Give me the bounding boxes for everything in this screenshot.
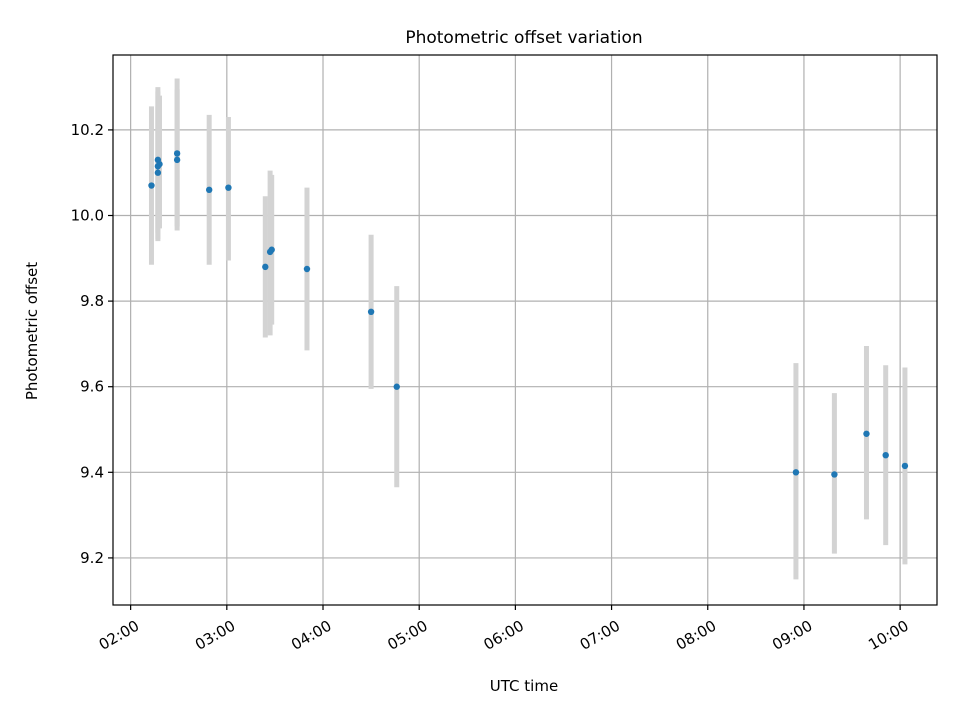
- y-tick-label: 9.8: [80, 292, 104, 310]
- data-point: [367, 308, 375, 316]
- y-tick-label: 9.2: [80, 549, 104, 567]
- data-point: [156, 160, 163, 168]
- data-point: [393, 383, 400, 390]
- data-point: [154, 169, 162, 176]
- plot-frame: [112, 54, 938, 606]
- data-point: [863, 430, 870, 437]
- data-point: [205, 186, 213, 194]
- y-axis-label: Photometric offset: [23, 262, 41, 400]
- data-point: [262, 263, 269, 271]
- data-point: [268, 246, 275, 253]
- y-tick-label: 9.4: [80, 463, 104, 481]
- x-axis-label: UTC time: [490, 677, 558, 695]
- data-point: [792, 469, 800, 476]
- y-tick-label: 9.6: [80, 378, 104, 396]
- data-point: [303, 265, 311, 273]
- data-point: [882, 451, 889, 459]
- data-point: [225, 184, 232, 191]
- data-point: [173, 150, 181, 157]
- data-point: [173, 156, 181, 164]
- y-tick-label: 10.2: [71, 121, 104, 139]
- data-point: [901, 462, 909, 470]
- data-point: [831, 471, 838, 478]
- point-layer: [148, 150, 909, 478]
- chart-title: Photometric offset variation: [405, 28, 642, 48]
- data-point: [148, 182, 155, 189]
- grid-layer: [113, 55, 937, 605]
- y-tick-label: 10.0: [71, 207, 104, 225]
- y-axis-ticks: 9.2 9.4 9.6 9.8 10.0 10.2: [71, 121, 113, 567]
